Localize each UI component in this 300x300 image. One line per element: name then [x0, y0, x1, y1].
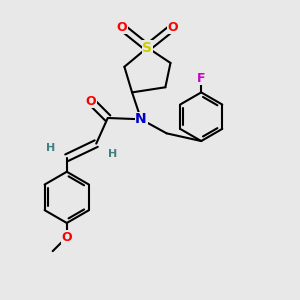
- Text: N: N: [135, 112, 147, 126]
- Text: O: O: [168, 21, 178, 34]
- Text: F: F: [197, 72, 206, 85]
- Text: O: O: [116, 21, 127, 34]
- Text: H: H: [108, 149, 118, 159]
- Text: S: S: [142, 40, 152, 55]
- Text: O: O: [86, 95, 96, 108]
- Text: O: O: [61, 231, 72, 244]
- Text: H: H: [46, 143, 55, 153]
